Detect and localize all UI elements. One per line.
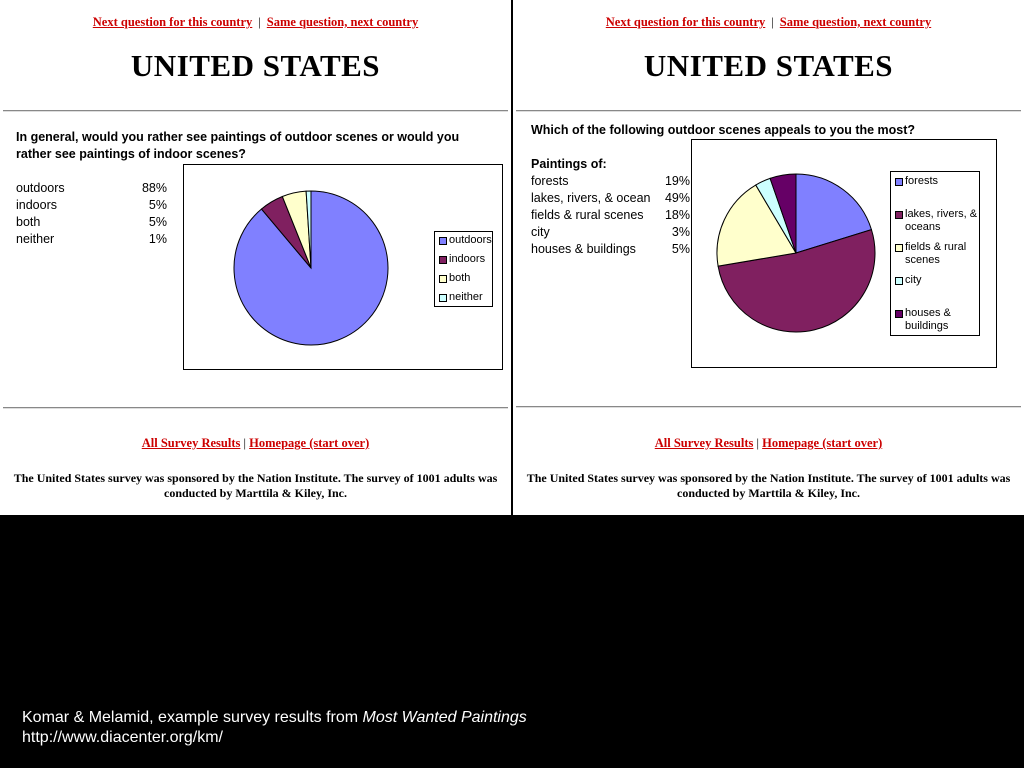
caption-text: Komar & Melamid, example survey results … — [22, 709, 363, 726]
result-row: city 3% — [531, 224, 690, 241]
all-results-link[interactable]: All Survey Results — [654, 436, 754, 450]
result-percent: 3% — [671, 225, 690, 239]
result-label: neither — [16, 232, 55, 246]
result-percent: 49% — [664, 191, 690, 205]
legend-swatch — [439, 237, 447, 245]
result-label: fields & rural scenes — [531, 208, 644, 222]
top-nav: Next question for this country | Same ques… — [0, 15, 511, 30]
survey-page-left: Next question for this country | Same ques… — [0, 0, 511, 515]
pie-slice-neither — [305, 190, 312, 269]
legend-label: city — [905, 274, 922, 287]
result-label: city — [531, 225, 550, 239]
legend-label: indoors — [449, 253, 486, 265]
legend-swatch — [895, 244, 903, 252]
top-nav: Next question for this country | Same ques… — [513, 15, 1024, 30]
legend-label: both — [449, 272, 471, 284]
legend-label: forests — [905, 175, 938, 188]
nav-separator: | — [771, 15, 774, 29]
legend-label-line: fields & rural — [905, 241, 967, 253]
same-question-link[interactable]: Same question, next country — [779, 15, 932, 29]
legend-swatch — [895, 310, 903, 318]
result-label: forests — [531, 174, 569, 188]
homepage-link[interactable]: Homepage (start over) — [249, 436, 370, 450]
legend-label: neither — [449, 291, 483, 303]
results-list: outdoors 88% indoors 5% both 5% neither 1% — [16, 180, 167, 248]
pie-slice-forests — [795, 173, 873, 254]
pie-chart — [233, 190, 389, 346]
result-percent: 88% — [141, 181, 167, 195]
bottom-nav: All Survey Results | Homepage (start ove… — [513, 436, 1024, 451]
result-percent: 5% — [148, 198, 167, 212]
result-label: lakes, rivers, & ocean — [531, 191, 651, 205]
legend-swatch — [895, 277, 903, 285]
legend-label-line: oceans — [905, 221, 941, 233]
pie-chart-box: outdoors indoors both neither — [183, 164, 503, 370]
result-percent: 5% — [671, 242, 690, 256]
result-label: both — [16, 215, 41, 229]
result-row: neither 1% — [16, 231, 167, 248]
legend-swatch — [439, 275, 447, 283]
pie-slice-lakes-rivers-oceans — [717, 228, 876, 333]
legend-label-line: lakes, rivers, & — [905, 208, 978, 220]
pie-chart — [716, 173, 876, 333]
homepage-link[interactable]: Homepage (start over) — [762, 436, 883, 450]
legend-label: fields & rural scenes — [905, 241, 966, 267]
divider — [3, 110, 508, 112]
slide-caption: Komar & Melamid, example survey results … — [22, 708, 527, 748]
legend-label: houses & buildings — [905, 307, 951, 333]
question-text: Which of the following outdoor scenes ap… — [531, 123, 916, 137]
legend-label: lakes, rivers, & oceans — [905, 208, 977, 234]
result-row: outdoors 88% — [16, 180, 167, 197]
chart-legend: outdoors indoors both neither — [434, 231, 493, 307]
caption-title: Most Wanted Paintings — [362, 709, 527, 726]
survey-page-right: Next question for this country | Same ques… — [513, 0, 1024, 515]
all-results-link[interactable]: All Survey Results — [141, 436, 241, 450]
result-percent: 18% — [664, 208, 690, 222]
result-row: fields & rural scenes 18% — [531, 207, 690, 224]
chart-legend: forests lakes, rivers, & oceans fields & ru… — [890, 171, 980, 336]
results-list: Paintings of: forests 19% lakes, rivers, & … — [531, 156, 690, 258]
legend-swatch — [895, 211, 903, 219]
sponsor-text: The United States survey was sponsored b… — [13, 471, 498, 500]
next-question-link[interactable]: Next question for this country — [605, 15, 766, 29]
country-title: UNITED STATES — [643, 48, 894, 83]
next-question-link[interactable]: Next question for this country — [92, 15, 253, 29]
result-row: forests 19% — [531, 173, 690, 190]
same-question-link[interactable]: Same question, next country — [266, 15, 419, 29]
legend-label-line: scenes — [905, 254, 940, 266]
caption-url: http://www.diacenter.org/km/ — [22, 729, 223, 746]
legend-swatch — [439, 294, 447, 302]
sponsor-text: The United States survey was sponsored b… — [526, 471, 1011, 500]
pie-chart-box: forests lakes, rivers, & oceans fields & ru… — [691, 139, 997, 368]
legend-swatch — [895, 178, 903, 186]
result-percent: 5% — [148, 215, 167, 229]
pie-slice-houses-buildings — [769, 173, 797, 254]
nav-separator: | — [243, 436, 247, 450]
result-label: outdoors — [16, 181, 65, 195]
result-row: lakes, rivers, & ocean 49% — [531, 190, 690, 207]
pie-slice-fields-rural-scenes — [716, 184, 797, 267]
legend-label-line: city — [905, 274, 922, 286]
question-text: In general, would you rather see paintin… — [16, 130, 460, 161]
results-list-title: Paintings of: — [531, 157, 607, 171]
nav-separator: | — [756, 436, 760, 450]
result-row: houses & buildings 5% — [531, 241, 690, 258]
result-row: indoors 5% — [16, 197, 167, 214]
legend-label: outdoors — [449, 234, 492, 246]
nav-separator: | — [258, 15, 261, 29]
divider — [516, 406, 1021, 408]
result-label: houses & buildings — [531, 242, 636, 256]
divider — [516, 110, 1021, 112]
divider — [3, 407, 508, 409]
legend-swatch — [439, 256, 447, 264]
legend-label-line: houses & — [905, 307, 951, 319]
legend-label-line: forests — [905, 175, 939, 187]
result-percent: 19% — [664, 174, 690, 188]
bottom-nav: All Survey Results | Homepage (start ove… — [0, 436, 511, 451]
legend-label-line: buildings — [905, 320, 949, 332]
result-percent: 1% — [148, 232, 167, 246]
country-title: UNITED STATES — [130, 48, 381, 83]
result-label: indoors — [16, 198, 57, 212]
result-row: both 5% — [16, 214, 167, 231]
